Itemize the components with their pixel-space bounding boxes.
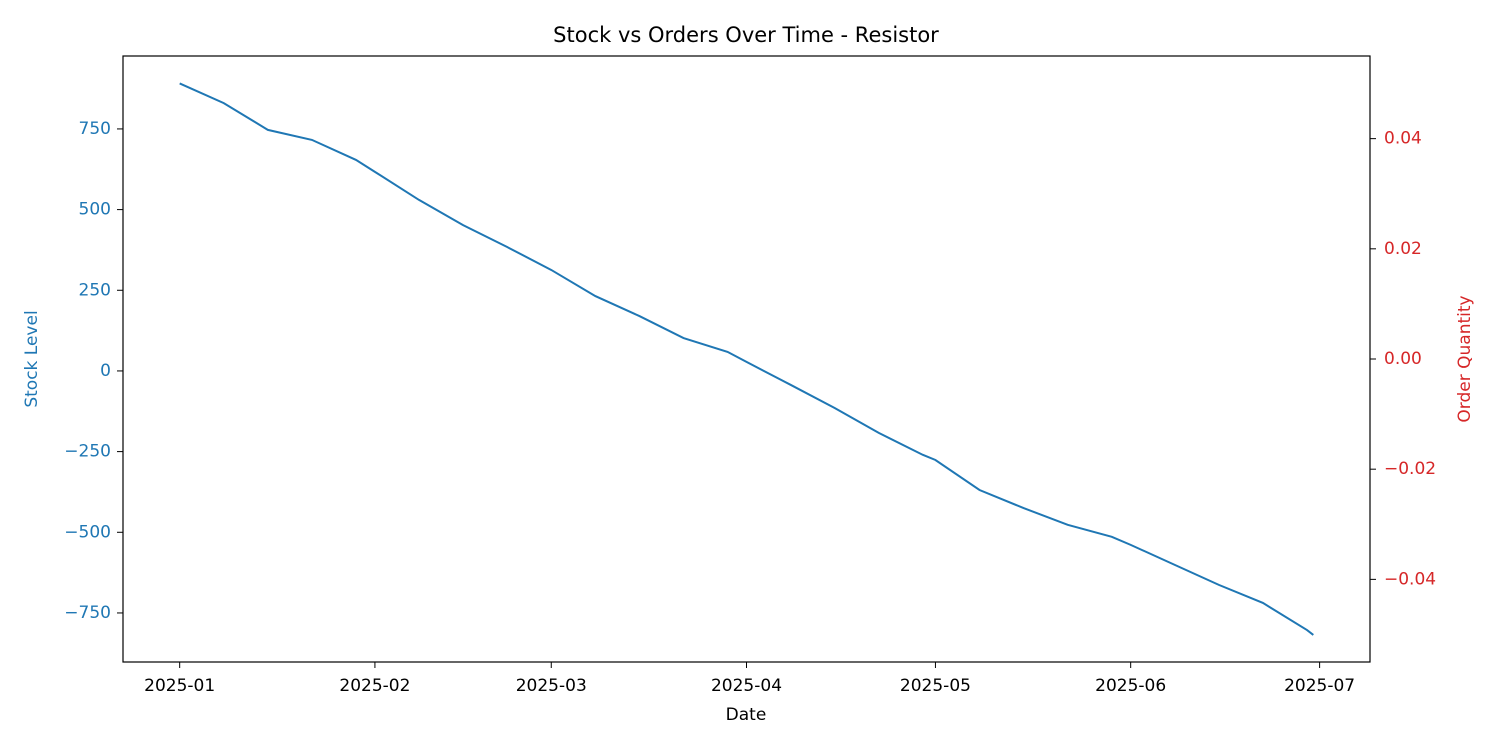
x-tick-label: 2025-04 [711,676,782,696]
data-line [179,82,1314,636]
y-tick-label: 0 [100,361,111,381]
y2-axis-label: Order Quantity [1455,295,1475,422]
x-tick-label: 2025-01 [144,676,215,696]
y2-tick-label: 0.02 [1384,239,1422,259]
x-tick-label: 2025-03 [516,676,587,696]
y-tick-label: −250 [64,442,111,462]
y2-tick-label: 0.04 [1384,129,1422,149]
x-tick-label: 2025-06 [1095,676,1166,696]
y-tick-label: −750 [64,603,111,623]
y2-tick-label: −0.04 [1384,569,1436,589]
x-tick-label: 2025-07 [1284,676,1355,696]
y-tick-label: 250 [79,280,111,300]
y-tick-label: 500 [79,200,111,220]
y-tick-label: −500 [64,522,111,542]
y2-tick-label: −0.02 [1384,459,1436,479]
y-axis-label: Stock Level [22,310,42,407]
x-tick-label: 2025-02 [339,676,410,696]
plot-frame [122,55,1371,663]
x-axis-label: Date [726,705,767,725]
x-tick-label: 2025-05 [900,676,971,696]
chart-title: Stock vs Orders Over Time - Resistor [553,23,939,47]
y-tick-label: 750 [79,119,111,139]
y2-tick-label: 0.00 [1384,349,1422,369]
